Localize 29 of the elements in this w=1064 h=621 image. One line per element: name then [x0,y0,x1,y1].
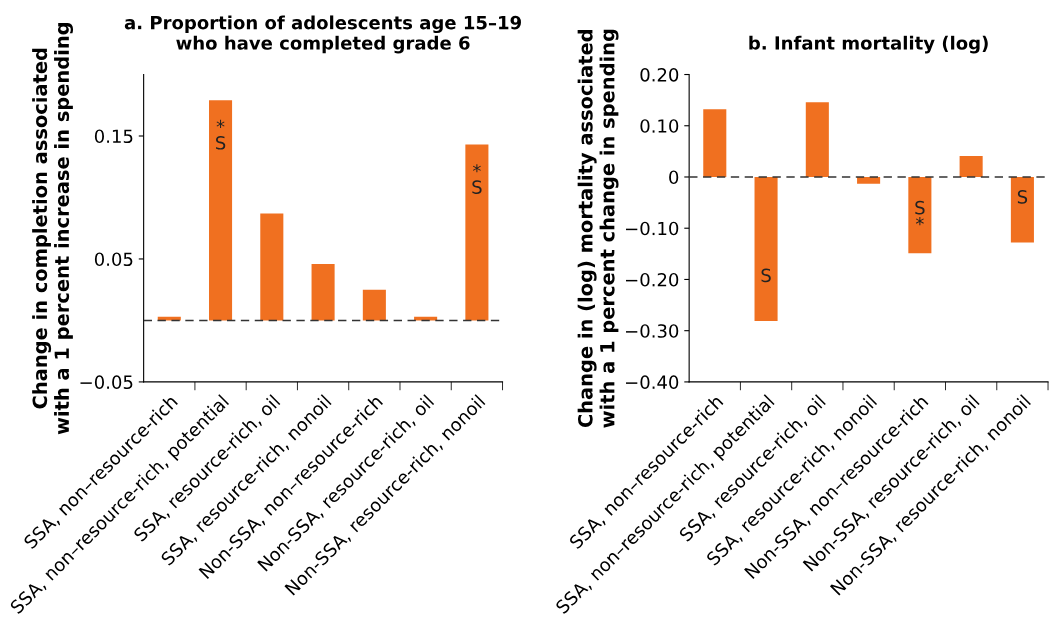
y-tick-label: 0.20 [640,67,679,82]
bar [959,155,983,177]
chart-title: a. Proportion of adolescents age 15–19 who have completed grade 6 [124,15,521,54]
bar [908,176,932,254]
chart-title: b. Infant mortality (log) [749,35,988,54]
bar [754,176,778,321]
bar [1010,176,1034,243]
y-tick-label: −0.10 [626,221,679,236]
data-label: * S [472,164,482,194]
bar [465,144,489,321]
data-label: * S [216,119,226,150]
data-label: S [761,268,771,283]
y-tick-label: 0.15 [94,129,133,144]
y-tick-label: −0.30 [626,324,679,338]
bar [209,100,233,321]
data-label: S [1017,190,1028,204]
bar [805,102,829,177]
y-tick-label: 0 [669,170,679,185]
y-tick-label: 0.05 [94,252,133,267]
y-tick-label: −0.05 [80,375,133,390]
y-tick-label: 0.10 [640,119,679,133]
y-tick-label: −0.20 [626,272,679,287]
bar [260,213,284,321]
bar [857,176,881,184]
data-label: S * [915,200,925,226]
y-tick-label: −0.40 [626,375,679,390]
bar [311,263,335,321]
bar [703,109,727,177]
bar [362,289,386,321]
